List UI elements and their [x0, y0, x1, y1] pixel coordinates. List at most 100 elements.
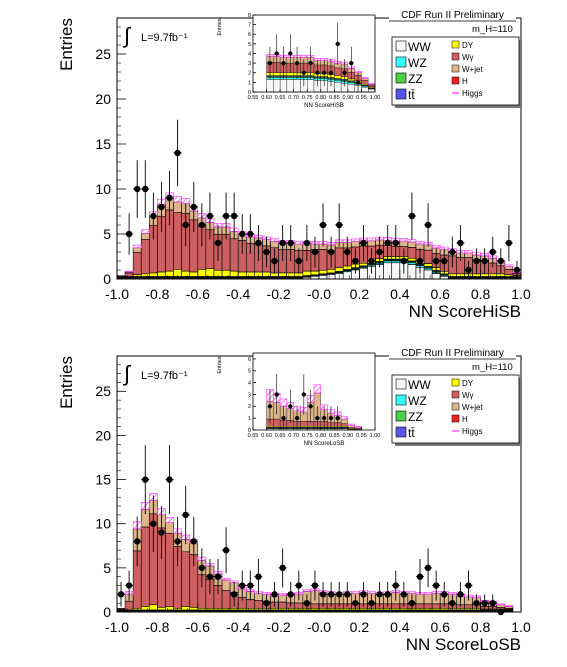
p2-banner-title: CDF Run II Preliminary: [401, 348, 504, 359]
p1-inset-x-tick-label-3: 0.70: [288, 95, 299, 101]
p1-inset-data-point-7: [315, 70, 320, 75]
p1-data-point-36: [416, 257, 424, 265]
p2-inset-x-tick-label-6: 0.85: [329, 433, 340, 439]
p2-data-point-35: [400, 591, 408, 598]
p1-data-point-45: [489, 248, 496, 256]
p1-inset-data-point-0: [267, 61, 273, 66]
p1-higgs-band-3: [140, 229, 150, 234]
p1-data-point-23: [311, 248, 319, 256]
p2-inset-bar-DY-5: [300, 426, 308, 428]
p1-inset-bar-WW-0: [266, 79, 274, 93]
p2-bar-W-1: [124, 600, 134, 611]
p2-inset-x-tick-label-9: 1.00: [370, 433, 381, 439]
p1-data-point-31: [376, 248, 383, 256]
p1-bar-DY-24: [310, 270, 320, 276]
p1-bar-W-13: [221, 233, 231, 271]
p2-inset-x-tick-label-3: 0.70: [288, 433, 299, 439]
p1-inset-bar-WW-14: [361, 87, 369, 93]
p2-inset-x-tick-label-5: 0.80: [315, 433, 326, 439]
p1-inset-x-tick-label-8: 0.95: [356, 95, 367, 101]
p2-inset-bar-W-1: [273, 418, 281, 427]
p2-x-tick-label-8: 0.6: [430, 619, 450, 635]
p1-banner-title: CDF Run II Preliminary: [401, 10, 504, 21]
p1-bar-W-25: [318, 249, 328, 271]
p2-x-axis-label: NN ScoreLoSB: [406, 635, 521, 654]
p2-luminosity-label: L=9.7fb⁻¹: [141, 370, 188, 382]
p2-bar-W-13: [221, 590, 231, 609]
p1-bar-DY-23: [302, 270, 312, 276]
p1-x-tick-label-7: 0.4: [390, 286, 410, 302]
p1-higgs-band-2: [132, 244, 142, 249]
p2-bar-W-38: [423, 603, 433, 609]
p1-data-point-8: [190, 203, 197, 211]
p2-legend-label-2: ZZ: [408, 410, 423, 424]
p2-bar-Wjet-37: [415, 593, 425, 605]
p1-legend-label-5: Wγ: [462, 53, 474, 62]
p2-legend-swatch-7: [451, 414, 460, 423]
p2-banner-box: [389, 345, 516, 359]
p2-data-point-15: [239, 582, 246, 589]
p1-higgs-band-37: [415, 240, 425, 245]
p2-inset-data-point-4: [294, 416, 300, 421]
p1-bar-DY-25: [318, 269, 328, 275]
p2-inset-data-point-9: [328, 416, 334, 421]
p1-data-point-12: [222, 212, 230, 220]
p2-x-tick-label-2: -0.6: [186, 619, 210, 635]
p1-inset-bar-WW-15: [368, 88, 376, 93]
p2-data-point-43: [465, 582, 472, 589]
p2-inset-bar-DY-0: [266, 426, 274, 428]
p2-inset-data-point-6: [308, 404, 313, 409]
p2-inset-y-tick-label-5: 5: [248, 369, 251, 375]
p1-legend-label-6: W+jet: [462, 65, 483, 74]
p1-bar-W-48: [504, 269, 514, 276]
p1-bar-W-38: [423, 249, 433, 264]
p1-inset-higgs-band-15: [367, 83, 376, 85]
p2-inset-x-tick-label-2: 0.65: [275, 433, 286, 439]
p1-legend-label-8: Higgs: [462, 89, 482, 98]
p1-x-tick-label-4: -0.2: [267, 286, 291, 302]
p2-legend-swatch-3: [395, 426, 407, 438]
p1-data-point-19: [279, 239, 286, 247]
p1-inset-data-point-11: [342, 70, 347, 75]
p1-legend-label-2: ZZ: [408, 72, 423, 86]
p2-higgs-band-23: [302, 589, 312, 592]
p1-legend-label-4: DY: [462, 41, 474, 50]
p1-bar-DY-13: [221, 269, 231, 277]
p2-inset-higgs-band-7: [313, 384, 322, 394]
p1-bar-DY-21: [286, 272, 296, 277]
p1-bar-W-1: [124, 272, 134, 277]
p1-inset-bar-DY-3: [286, 72, 294, 76]
p2-x-tick-label-0: -1.0: [105, 619, 129, 635]
p2-y-tick-label-3: 15: [95, 471, 111, 487]
p2-legend-swatch-0: [395, 378, 407, 390]
p1-inset-data-point-2: [281, 61, 286, 66]
p1-inset-y-tick-label-4: 4: [248, 51, 251, 57]
p1-bar-W-3: [140, 239, 150, 275]
p1-inset-x-tick-label-5: 0.80: [315, 95, 326, 101]
p1-bar-Wjet-7: [173, 201, 182, 213]
p2-bar-W-17: [254, 600, 263, 609]
p2-bar-W-43: [464, 604, 473, 609]
p2-legend-label-0: WW: [408, 378, 431, 392]
p2-inset-y-tick-label-2: 2: [248, 404, 251, 410]
p1-bar-DY-38: [423, 263, 433, 267]
p1-inset-bar-W-15: [368, 84, 376, 88]
p1-bar-WW-33: [383, 262, 393, 280]
p1-bar-DY-26: [326, 269, 336, 274]
p1-bar-DY-9: [189, 271, 199, 277]
p1-bar-WW-25: [318, 275, 328, 280]
p1-x-tick-label-6: 0.2: [350, 286, 370, 302]
p1-x-tick-label-2: -0.6: [186, 286, 210, 302]
p1-data-point-39: [441, 257, 448, 265]
p1-inset-data-point-6: [308, 61, 313, 66]
p1-inset-bar-W-14: [361, 80, 369, 85]
p1-data-point-16: [255, 239, 262, 247]
p1-inset-bar-WZ-12: [347, 82, 355, 85]
p1-bar-DY-36: [407, 257, 417, 262]
p1-x-tick-label-8: 0.6: [430, 286, 450, 302]
p2-bar-DY-4: [149, 604, 158, 611]
p2-legend-swatch-5: [451, 390, 460, 399]
p1-higgs-band-43: [464, 250, 473, 254]
p1-inset-x-tick-label-0: 0.55: [248, 95, 259, 101]
p1-data-point-5: [166, 194, 173, 202]
